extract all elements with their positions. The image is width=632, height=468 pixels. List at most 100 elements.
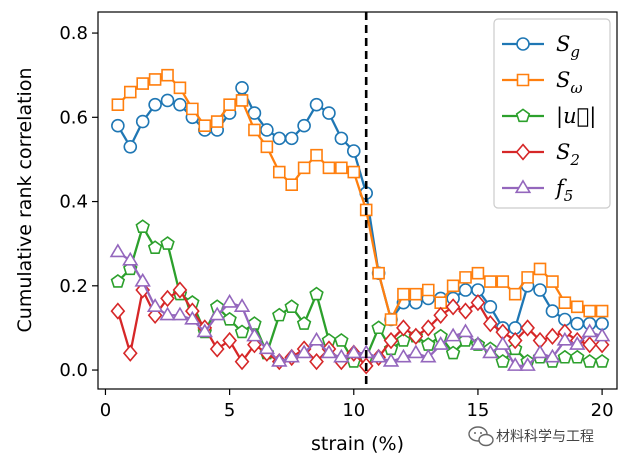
- data-point: [458, 283, 473, 297]
- data-point: [110, 302, 126, 320]
- data-point: [396, 319, 411, 337]
- data-point: [159, 306, 176, 321]
- data-point: [458, 302, 473, 320]
- data-point: [260, 140, 274, 154]
- x-axis-label: strain (%): [311, 433, 404, 455]
- data-point: [208, 306, 226, 321]
- data-point: [334, 131, 349, 146]
- data-point: [221, 293, 238, 308]
- series-layer: [109, 68, 611, 375]
- data-point: [333, 348, 350, 363]
- legend-marker: [516, 73, 530, 87]
- data-point: [223, 98, 236, 111]
- data-point: [123, 139, 138, 154]
- data-point: [135, 281, 151, 299]
- data-point: [557, 349, 573, 364]
- data-point: [345, 344, 362, 359]
- data-point: [122, 251, 139, 266]
- data-point: [111, 118, 125, 133]
- data-point: [322, 106, 336, 120]
- data-point: [161, 68, 174, 82]
- data-point: [272, 165, 286, 179]
- data-point: [196, 323, 213, 338]
- x-tick-label: 15: [466, 400, 489, 421]
- data-point: [594, 336, 610, 354]
- data-point: [173, 81, 187, 95]
- data-point: [570, 316, 585, 331]
- data-point: [135, 219, 150, 233]
- data-point: [172, 281, 188, 299]
- data-point: [545, 304, 560, 318]
- data-point: [234, 324, 250, 339]
- data-point: [148, 97, 162, 112]
- data-point: [508, 287, 522, 301]
- data-point: [320, 344, 338, 359]
- data-point: [235, 81, 249, 95]
- data-point: [397, 287, 410, 301]
- data-point: [198, 119, 212, 133]
- series-5: [109, 243, 611, 371]
- data-point: [370, 348, 387, 363]
- data-point: [445, 345, 461, 360]
- legend-marker: [515, 108, 531, 123]
- data-point: [297, 161, 311, 175]
- y-tick-label: 0.8: [59, 23, 88, 44]
- legend-entry: S2: [502, 140, 580, 169]
- data-point: [446, 279, 460, 293]
- data-point: [506, 357, 524, 371]
- data-point: [148, 73, 162, 86]
- data-point: [432, 336, 449, 350]
- data-point: [420, 348, 437, 363]
- data-point: [184, 310, 201, 325]
- data-point: [285, 178, 298, 192]
- ticks-layer: 0 5 10 15 20 0.0 0.2 0.4 0.6 0.8: [59, 23, 613, 421]
- data-point: [135, 114, 150, 129]
- data-point: [582, 354, 597, 368]
- data-point: [407, 344, 425, 359]
- data-point: [136, 77, 149, 90]
- data-point: [459, 271, 472, 284]
- data-point: [495, 354, 510, 368]
- y-tick-label: 0.4: [59, 192, 88, 213]
- data-point: [371, 320, 386, 335]
- data-point: [308, 331, 325, 346]
- data-point: [570, 300, 584, 314]
- data-point: [533, 262, 547, 276]
- data-point: [470, 293, 486, 312]
- data-point: [581, 323, 598, 338]
- y-tick-label: 0.6: [59, 107, 88, 128]
- data-point: [272, 307, 287, 322]
- data-point: [173, 97, 187, 112]
- data-point: [396, 332, 411, 347]
- data-point: [395, 348, 412, 363]
- data-point: [246, 327, 263, 342]
- data-point: [546, 275, 559, 288]
- data-point: [171, 306, 189, 321]
- data-point: [297, 118, 311, 133]
- data-point: [322, 161, 336, 175]
- data-point: [558, 296, 572, 309]
- data-point: [260, 123, 274, 137]
- data-point: [147, 240, 163, 255]
- data-point: [295, 344, 313, 359]
- data-point: [382, 352, 400, 367]
- legend-marker: [516, 37, 530, 51]
- data-point: [519, 357, 536, 371]
- data-point: [272, 131, 287, 146]
- data-point: [469, 336, 487, 350]
- data-point: [160, 236, 175, 250]
- data-point: [346, 144, 361, 158]
- data-point: [222, 311, 237, 326]
- data-point: [186, 102, 199, 116]
- data-point: [507, 331, 523, 350]
- data-point: [483, 300, 498, 314]
- data-point: [556, 331, 574, 346]
- data-point: [520, 319, 535, 337]
- data-point: [209, 340, 225, 358]
- data-point: [271, 352, 288, 367]
- data-point: [335, 161, 348, 175]
- legend-marker: [514, 179, 532, 194]
- data-point: [110, 274, 126, 288]
- series-2: [111, 68, 609, 326]
